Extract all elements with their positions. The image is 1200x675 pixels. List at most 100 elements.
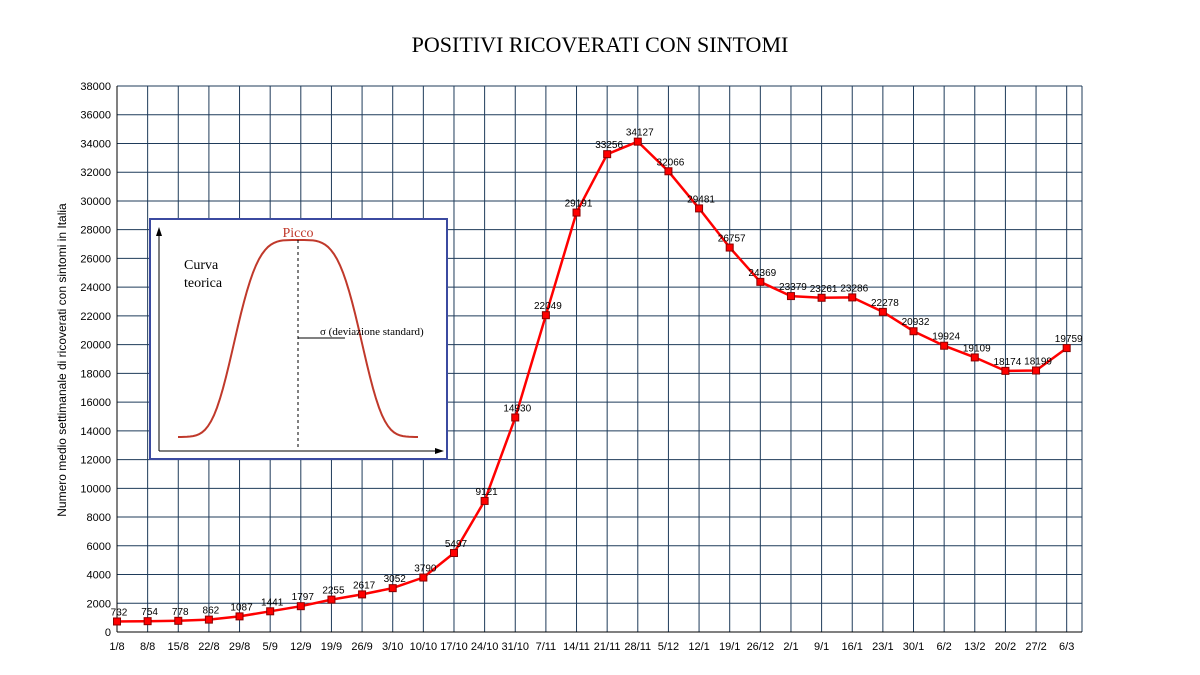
data-point: [204, 615, 213, 624]
data-point: [725, 243, 734, 252]
data-label: 23261: [810, 284, 838, 295]
data-point: [296, 602, 305, 611]
data-point: [449, 549, 458, 558]
y-tick-label: 16000: [80, 397, 111, 409]
data-point: [541, 311, 550, 320]
data-label: 14930: [503, 403, 531, 414]
x-tick-label: 26/12: [747, 641, 775, 653]
y-tick-label: 18000: [80, 368, 111, 380]
y-tick-label: 4000: [87, 570, 111, 582]
data-point: [817, 293, 826, 302]
data-label: 22049: [534, 301, 562, 312]
data-point: [848, 293, 857, 302]
data-label: 29191: [565, 199, 593, 210]
data-label: 33256: [595, 140, 623, 151]
data-label: 24369: [748, 268, 776, 279]
inset-curve-label-1: Curva: [184, 258, 219, 273]
y-tick-label: 36000: [80, 110, 111, 122]
data-point: [388, 584, 397, 593]
data-label: 19109: [963, 343, 991, 354]
data-point: [480, 496, 489, 505]
data-point: [909, 327, 918, 336]
x-tick-label: 5/9: [263, 641, 278, 653]
data-point: [113, 617, 121, 626]
x-tick-label: 22/8: [198, 641, 219, 653]
data-label: 3052: [384, 574, 407, 585]
x-tick-label: 13/2: [964, 641, 985, 653]
inset-x-arrow: [435, 448, 444, 454]
data-point: [603, 150, 612, 159]
data-label: 1087: [230, 602, 253, 613]
inset-sigma-label: σ (deviazione standard): [320, 326, 424, 338]
x-tick-label: 26/9: [351, 641, 372, 653]
x-tick-label: 12/9: [290, 641, 311, 653]
data-point: [756, 277, 765, 286]
x-tick-label: 28/11: [624, 641, 651, 653]
y-tick-label: 20000: [80, 340, 111, 352]
y-tick-label: 0: [105, 627, 111, 639]
x-tick-label: 23/1: [872, 641, 893, 653]
data-point: [327, 595, 336, 604]
data-label: 29481: [687, 194, 715, 205]
data-point: [1032, 366, 1041, 375]
y-tick-label: 22000: [80, 311, 111, 323]
data-point: [419, 573, 428, 582]
x-tick-label: 29/8: [229, 641, 250, 653]
data-label: 22278: [871, 298, 899, 309]
series-line: [116, 140, 1068, 623]
y-tick-label: 30000: [80, 196, 111, 208]
y-tick-label: 28000: [80, 225, 111, 237]
data-label: 5497: [445, 539, 468, 550]
data-point: [633, 137, 642, 146]
x-tick-label: 14/11: [563, 641, 590, 653]
data-point: [174, 616, 183, 625]
x-tick-label: 24/10: [471, 641, 499, 653]
data-label: 32066: [657, 157, 685, 168]
y-tick-label: 8000: [87, 512, 111, 524]
data-label: 19759: [1055, 334, 1083, 345]
data-label: 18199: [1024, 357, 1052, 368]
data-label: 19924: [932, 332, 960, 343]
inset-curve-label-2: teorica: [184, 276, 223, 291]
x-tick-label: 7/11: [536, 641, 557, 653]
data-point: [235, 612, 244, 621]
data-point: [664, 167, 673, 176]
data-point: [940, 341, 949, 350]
x-tick-label: 3/10: [382, 641, 403, 653]
x-tick-label: 10/10: [410, 641, 438, 653]
y-tick-label: 14000: [80, 426, 111, 438]
grid: [116, 85, 1083, 633]
x-tick-label: 21/11: [594, 641, 621, 653]
data-label: 778: [172, 607, 189, 618]
data-point: [695, 204, 704, 213]
y-tick-label: 38000: [80, 81, 111, 93]
data-label: 1797: [292, 592, 315, 603]
theoretical-curve-inset: Picco Curva teorica σ (deviazione standa…: [149, 218, 448, 460]
x-tick-label: 5/12: [658, 641, 679, 653]
data-point: [1062, 344, 1071, 353]
x-tick-label: 27/2: [1025, 641, 1046, 653]
data-label: 20932: [902, 317, 930, 328]
x-tick-label: 9/1: [814, 641, 829, 653]
data-point: [143, 617, 152, 626]
x-tick-label: 6/2: [936, 641, 951, 653]
x-tick-label: 15/8: [168, 641, 189, 653]
data-label: 732: [111, 607, 128, 618]
data-label: 754: [141, 607, 158, 618]
y-tick-label: 10000: [80, 483, 111, 495]
x-tick-label: 8/8: [140, 641, 155, 653]
y-tick-labels: 0 2000 4000 6000 8000 10000 12000 14000 16000 180…: [80, 81, 111, 639]
y-tick-label: 32000: [80, 167, 111, 179]
x-tick-label: 6/3: [1059, 641, 1074, 653]
x-tick-label: 2/1: [783, 641, 798, 653]
data-label: 34127: [626, 128, 654, 139]
x-tick-label: 12/1: [688, 641, 709, 653]
data-point: [511, 413, 520, 422]
x-tick-label: 19/1: [719, 641, 740, 653]
data-labels: 732 754 778 862 1087 1441 1797 2255 2617 3052 3790…: [111, 128, 1083, 619]
data-label: 3790: [414, 564, 437, 575]
x-tick-label: 30/1: [903, 641, 924, 653]
data-label: 26757: [718, 234, 746, 245]
data-point: [1001, 366, 1010, 375]
